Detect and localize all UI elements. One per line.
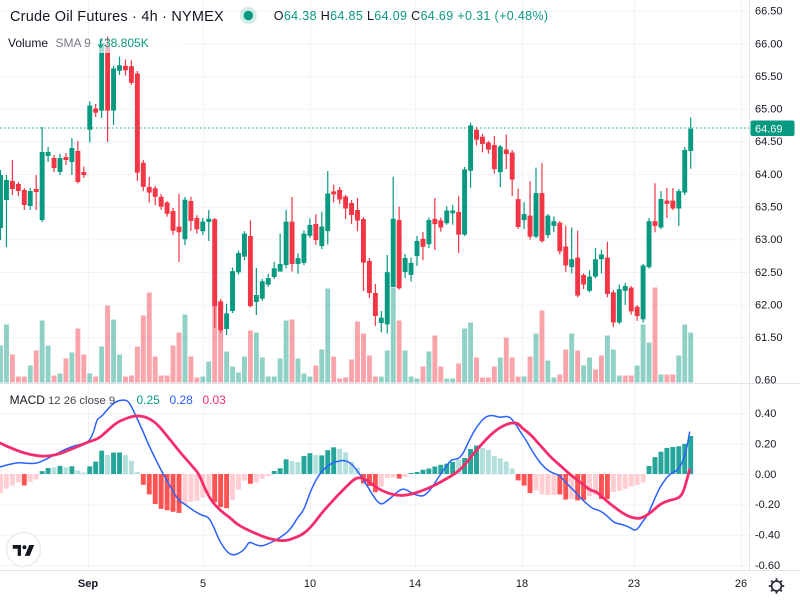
svg-text:64.00: 64.00 [755, 169, 783, 181]
svg-text:5: 5 [200, 578, 206, 590]
svg-text:62.50: 62.50 [755, 267, 783, 279]
svg-text:-0.20: -0.20 [755, 499, 780, 511]
svg-text:Volume: Volume [8, 36, 48, 50]
svg-text:62.00: 62.00 [755, 300, 783, 312]
svg-text:18: 18 [516, 578, 528, 590]
svg-text:MACD: MACD [10, 393, 46, 407]
svg-text:14: 14 [409, 578, 421, 590]
svg-text:-0.40: -0.40 [755, 530, 780, 542]
svg-text:Crude Oil Futures · 4h · NYMEX: Crude Oil Futures · 4h · NYMEX [10, 9, 224, 25]
svg-text:64.50: 64.50 [755, 136, 783, 148]
svg-text:0.28: 0.28 [170, 393, 194, 407]
svg-text:0.25: 0.25 [137, 393, 161, 407]
svg-text:0.03: 0.03 [203, 393, 227, 407]
svg-text:26: 26 [735, 578, 747, 590]
svg-text:12 26 close 9: 12 26 close 9 [48, 395, 115, 407]
svg-text:61.50: 61.50 [755, 332, 783, 344]
svg-text:63.00: 63.00 [755, 234, 783, 246]
svg-text:10: 10 [304, 578, 316, 590]
svg-text:64.69: 64.69 [755, 123, 783, 135]
svg-text:0.20: 0.20 [755, 438, 776, 450]
svg-text:SMA 9: SMA 9 [56, 36, 92, 50]
svg-text:66.00: 66.00 [755, 38, 783, 50]
svg-text:0.40: 0.40 [755, 408, 776, 420]
svg-text:-0.60: -0.60 [755, 560, 780, 572]
svg-text:0.60: 0.60 [755, 374, 776, 386]
svg-text:38.805K: 38.805K [104, 36, 149, 50]
svg-text:Sep: Sep [78, 578, 98, 590]
svg-text:O64.38 H64.85 L64.09 C64.69 +0: O64.38 H64.85 L64.09 C64.69 +0.31 (+0.48… [274, 9, 549, 23]
svg-text:63.50: 63.50 [755, 202, 783, 214]
svg-text:65.50: 65.50 [755, 71, 783, 83]
svg-text:23: 23 [628, 578, 640, 590]
svg-text:0.00: 0.00 [755, 469, 776, 481]
svg-text:65.00: 65.00 [755, 104, 783, 116]
svg-text:66.50: 66.50 [755, 6, 783, 18]
